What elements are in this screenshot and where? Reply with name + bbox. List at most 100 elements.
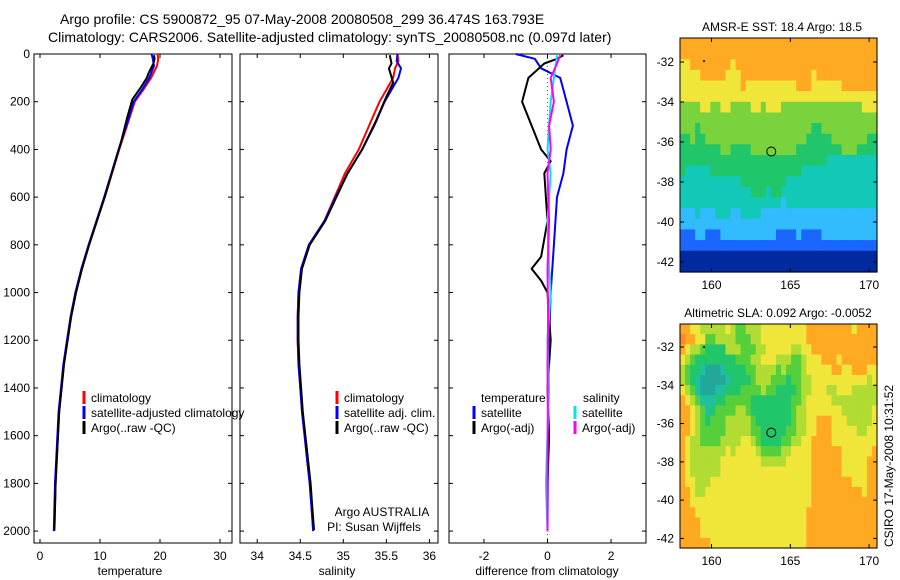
- legend-sal-argo-label: Argo(-adj): [582, 421, 635, 435]
- heatmap-cell: [735, 133, 742, 145]
- heatmap-cell: [836, 133, 843, 145]
- heatmap-cell: [781, 476, 787, 488]
- heatmap-cell: [806, 218, 812, 231]
- heatmap-cell: [760, 476, 767, 488]
- heatmap-cell: [730, 395, 737, 407]
- heatmap-cell: [786, 38, 792, 50]
- heatmap-cell: [781, 334, 787, 345]
- heatmap-cell: [791, 517, 797, 529]
- heatmap-cell: [775, 229, 782, 241]
- heatmap-cell: [745, 69, 752, 82]
- heatmap-cell: [861, 476, 868, 488]
- heatmap-cell: [730, 446, 737, 457]
- heatmap-cell: [740, 240, 747, 252]
- x-tick-label: 30: [213, 549, 227, 563]
- heatmap-cell: [826, 405, 833, 417]
- heatmap-cell: [841, 240, 848, 252]
- heatmap-cell: [836, 385, 843, 396]
- heatmap-cell: [826, 38, 833, 50]
- heatmap-cell: [685, 476, 691, 488]
- heatmap-cell: [720, 456, 727, 468]
- heatmap-cell: [735, 208, 742, 220]
- heatmap-cell: [730, 208, 737, 220]
- heatmap-cell: [755, 374, 762, 386]
- heatmap-cell: [846, 344, 853, 356]
- heatmap-cell: [846, 374, 853, 386]
- heatmap-cell: [770, 218, 777, 231]
- heatmap-cell: [816, 91, 823, 103]
- heatmap-cell: [866, 208, 873, 220]
- heatmap-cell: [841, 91, 848, 103]
- heatmap-cell: [816, 261, 823, 273]
- heatmap-cell: [831, 527, 838, 539]
- heatmap-cell: [786, 229, 792, 241]
- heatmap-cell: [811, 486, 817, 498]
- heatmap-cell: [826, 123, 833, 135]
- y-tick-label: -34: [657, 95, 675, 109]
- heatmap-cell: [786, 364, 792, 376]
- heatmap-cell: [745, 101, 752, 114]
- heatmap-cell: [760, 364, 767, 376]
- heatmap-cell: [770, 155, 777, 167]
- heatmap-cell: [866, 497, 873, 508]
- heatmap-cell: [695, 456, 701, 468]
- heatmap-cell: [811, 537, 817, 549]
- heatmap-cell: [695, 240, 701, 252]
- heatmap-cell: [811, 240, 817, 252]
- heatmap-cell: [755, 395, 762, 407]
- heatmap-cell: [745, 446, 752, 457]
- heatmap-cell: [725, 476, 732, 488]
- heatmap-cell: [715, 144, 722, 156]
- heatmap-cell: [856, 405, 863, 417]
- heatmap-cell: [806, 123, 812, 135]
- heatmap-cell: [791, 123, 797, 135]
- heatmap-cell: [690, 155, 696, 167]
- heatmap-cell: [745, 176, 752, 188]
- heatmap-cell: [791, 385, 797, 396]
- heatmap-cell: [690, 229, 696, 241]
- legend-argo-label: Argo(..raw -QC): [344, 421, 429, 435]
- heatmap-cell: [770, 334, 777, 345]
- heatmap-cell: [695, 59, 701, 71]
- heatmap-cell: [720, 476, 727, 488]
- heatmap-cell: [821, 69, 828, 82]
- heatmap-cell: [851, 415, 858, 427]
- heatmap-cell: [715, 218, 722, 231]
- heatmap-cell: [760, 527, 767, 539]
- heatmap-cell: [836, 415, 843, 427]
- heatmap-cell: [700, 229, 706, 241]
- heatmap-cell: [866, 334, 873, 345]
- heatmap-cell: [836, 186, 843, 199]
- heatmap-cell: [695, 186, 701, 199]
- heatmap-cell: [786, 507, 792, 519]
- heatmap-cell: [695, 208, 701, 220]
- heatmap-cell: [851, 155, 858, 167]
- heatmap-cell: [765, 354, 772, 366]
- heatmap-cell: [796, 59, 802, 71]
- heatmap-cell: [826, 155, 833, 167]
- heatmap-cell: [690, 354, 696, 366]
- heatmap-cell: [740, 405, 747, 417]
- heatmap-cell: [760, 59, 767, 71]
- heatmap-cell: [750, 176, 757, 188]
- heatmap-cell: [700, 80, 706, 92]
- heatmap-cell: [680, 344, 686, 356]
- heatmap-cell: [705, 229, 711, 241]
- heatmap-cell: [796, 466, 802, 478]
- heatmap-cell: [760, 165, 767, 177]
- heatmap-cell: [861, 80, 868, 92]
- heatmap-cell: [781, 497, 787, 508]
- heatmap-cell: [740, 59, 747, 71]
- heatmap-cell: [720, 415, 727, 427]
- heatmap-cell: [866, 261, 873, 273]
- heatmap-cell: [725, 229, 732, 241]
- heatmap-cell: [801, 486, 807, 498]
- heatmap-cell: [740, 133, 747, 145]
- y-tick-label: 1600: [3, 429, 30, 443]
- heatmap-cell: [720, 229, 727, 241]
- heatmap-cell: [816, 324, 823, 335]
- heatmap-cell: [821, 218, 828, 231]
- heatmap-cell: [816, 497, 823, 508]
- heatmap-cell: [695, 133, 701, 145]
- heatmap-cell: [856, 415, 863, 427]
